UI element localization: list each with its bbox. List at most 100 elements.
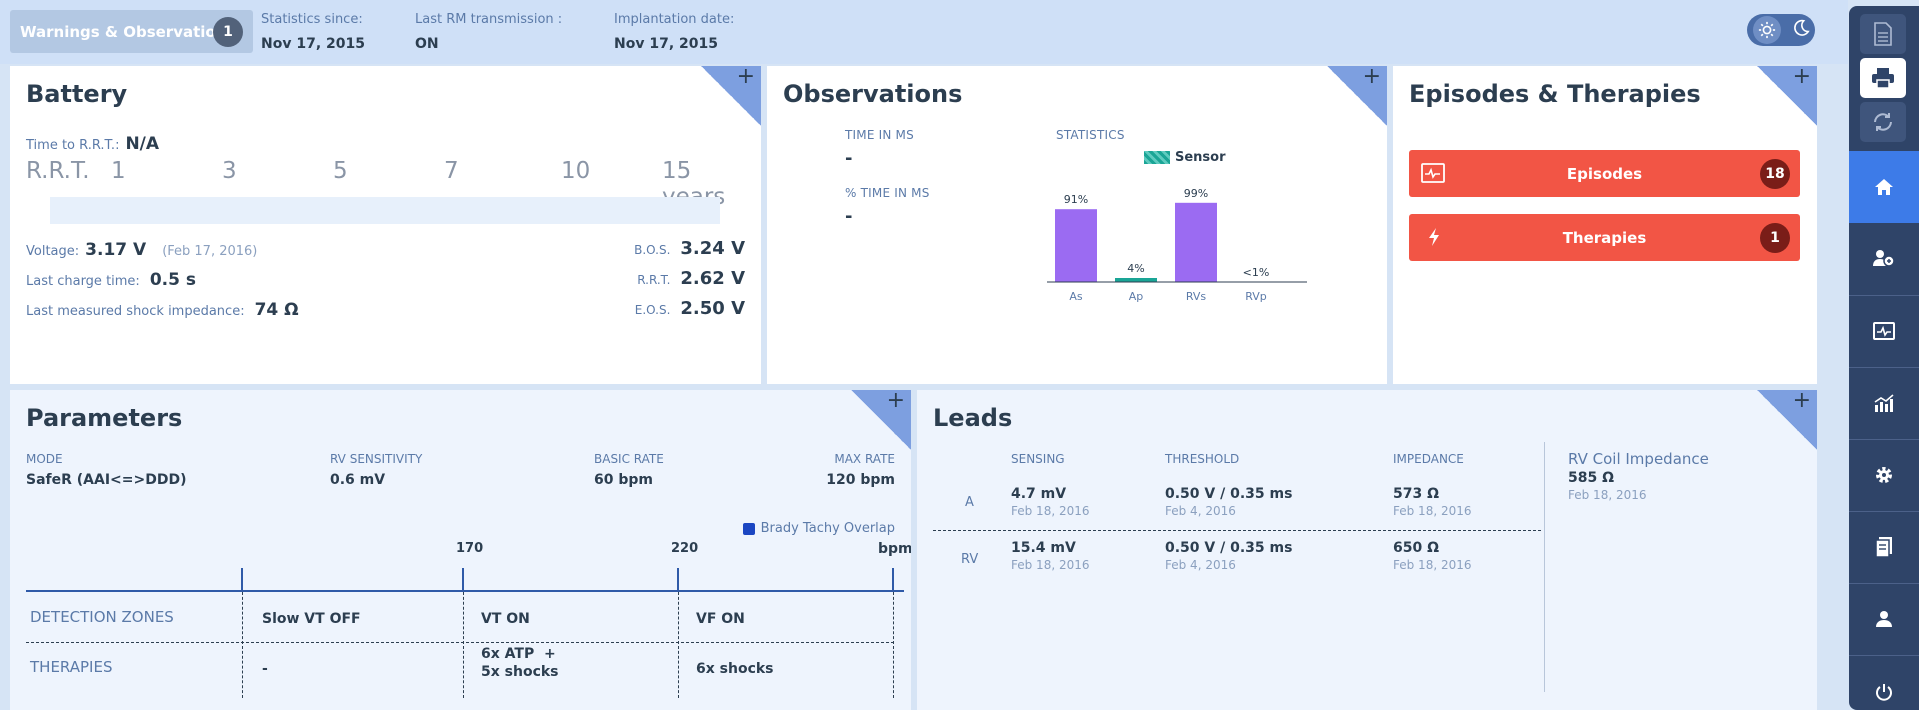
- stats-since-value: Nov 17, 2015: [261, 36, 365, 52]
- therapy-value: 6x ATP +: [481, 646, 556, 662]
- implant-date-info: Implantation date: Nov 17, 2015: [614, 12, 734, 52]
- zone-value: Slow VT OFF: [262, 611, 361, 627]
- sensing-cell: 4.7 mV Feb 18, 2016: [1011, 486, 1090, 518]
- scale-label: R.R.T.: [26, 158, 90, 184]
- coil-value: 585 Ω: [1568, 470, 1614, 486]
- scale-tick: 5: [333, 158, 348, 184]
- leads-panel: Leads + SENSING THRESHOLD IMPEDANCE A 4.…: [917, 390, 1817, 710]
- expand-leads-button[interactable]: +: [1757, 390, 1817, 450]
- col-sep: [463, 592, 464, 698]
- threshold-date: Feb 4, 2016: [1165, 504, 1236, 518]
- plus-icon: +: [1792, 66, 1811, 89]
- bos-label: B.O.S.: [634, 243, 671, 257]
- detection-zones-label: DETECTION ZONES: [30, 608, 174, 626]
- battery-title: Battery: [26, 80, 128, 108]
- monitor-icon[interactable]: [1849, 295, 1919, 367]
- sync-icon[interactable]: [1860, 102, 1906, 142]
- therapy-value: 5x shocks: [481, 664, 559, 680]
- episodes-button[interactable]: Episodes 18: [1409, 150, 1800, 197]
- analytics-icon[interactable]: [1849, 367, 1919, 439]
- power-icon[interactable]: [1849, 672, 1919, 710]
- episodes-count-badge: 18: [1760, 159, 1790, 189]
- warnings-observations-button[interactable]: Warnings & Observations 1: [10, 10, 253, 53]
- threshold-cell: 0.50 V / 0.35 ms Feb 4, 2016: [1165, 486, 1292, 518]
- document-icon[interactable]: [1860, 14, 1906, 54]
- lead-label: A: [965, 495, 974, 510]
- rrt-value: 2.62 V: [680, 268, 745, 289]
- zone-tick: [462, 568, 464, 590]
- statistics-label: STATISTICS: [1056, 128, 1125, 142]
- therapies-count-badge: 1: [1760, 223, 1790, 253]
- impedance-value: 650 Ω: [1393, 540, 1439, 556]
- patients-icon[interactable]: [1849, 223, 1919, 295]
- threshold-value: 0.50 V / 0.35 ms: [1165, 486, 1293, 502]
- rv-sensitivity-cell: RV SENSITIVITY 0.6 mV: [330, 452, 422, 488]
- battery-thresholds: B.O.S. 3.24 V R.R.T. 2.62 V E.O.S. 2.50 V: [605, 238, 745, 328]
- shock-impedance-value: 74 Ω: [254, 300, 299, 320]
- stats-since-info: Statistics since: Nov 17, 2015: [261, 12, 365, 52]
- battery-panel: Battery + Time to R.R.T.: N/A R.R.T. 1 3…: [10, 66, 761, 384]
- category-label: As: [1069, 290, 1083, 303]
- plus-icon: +: [736, 66, 755, 89]
- implant-date-label: Implantation date:: [614, 12, 735, 27]
- max-rate-label: MAX RATE: [834, 452, 895, 466]
- therapies-button[interactable]: Therapies 1: [1409, 214, 1800, 261]
- lightning-icon: [1427, 227, 1441, 251]
- pct-time-ms-value: -: [845, 206, 853, 227]
- mode-label: MODE: [26, 452, 63, 466]
- stats-since-label: Statistics since:: [261, 12, 363, 27]
- home-icon[interactable]: [1849, 151, 1919, 223]
- battery-scale-ticks: R.R.T. 1 3 5 7 10 15 years: [26, 158, 756, 210]
- expand-parameters-button[interactable]: +: [851, 390, 911, 450]
- sun-icon[interactable]: [1752, 16, 1781, 44]
- row-sep: [933, 530, 1541, 531]
- impedance-header: IMPEDANCE: [1393, 452, 1464, 466]
- expand-battery-button[interactable]: +: [701, 66, 761, 126]
- observations-panel: Observations + TIME IN MS - % TIME IN MS…: [767, 66, 1387, 384]
- expand-observations-button[interactable]: +: [1327, 66, 1387, 126]
- observations-title: Observations: [783, 80, 963, 108]
- coil-date: Feb 18, 2016: [1568, 488, 1647, 502]
- plus-icon: +: [1362, 66, 1381, 89]
- implant-date-value: Nov 17, 2015: [614, 36, 718, 52]
- clipboard-icon[interactable]: [1849, 511, 1919, 583]
- bar-data-label: 99%: [1184, 187, 1208, 200]
- gear-icon[interactable]: [1849, 439, 1919, 511]
- bar-ap: [1115, 278, 1157, 282]
- voltage-value: 3.17 V: [85, 240, 147, 260]
- episodes-panel: Episodes & Therapies + Episodes 18 Thera…: [1393, 66, 1817, 384]
- zone-cell: VF ON: [696, 608, 745, 627]
- mode-value: SafeR (AAI<=>DDD): [26, 472, 187, 488]
- zone-value: VF ON: [696, 611, 745, 627]
- legend-swatch: [1144, 151, 1170, 164]
- printer-icon[interactable]: [1860, 58, 1906, 98]
- user-icon[interactable]: [1849, 583, 1919, 655]
- max-rate-cell: MAX RATE 120 bpm: [826, 452, 895, 488]
- zone-cell: Slow VT OFF: [262, 608, 361, 627]
- basic-rate-cell: BASIC RATE 60 bpm: [594, 452, 664, 488]
- zone-value: VT ON: [481, 611, 530, 627]
- therapies-row-label: THERAPIES: [30, 658, 113, 676]
- battery-longevity-bar: [50, 197, 720, 224]
- bar-rvs: [1175, 202, 1217, 282]
- rm-transmission-value: ON: [415, 36, 439, 52]
- threshold-header: THRESHOLD: [1165, 452, 1240, 466]
- threshold-value: 0.50 V / 0.35 ms: [1165, 540, 1293, 556]
- header-bar: Warnings & Observations 1 Statistics sin…: [0, 0, 1848, 64]
- expand-episodes-button[interactable]: +: [1757, 66, 1817, 126]
- sensing-date: Feb 18, 2016: [1011, 504, 1090, 518]
- therapy-cell: -: [262, 658, 268, 677]
- theme-toggle[interactable]: [1747, 14, 1815, 46]
- zone-axis: [26, 590, 904, 592]
- impedance-cell: 650 Ω Feb 18, 2016: [1393, 540, 1472, 572]
- impedance-date: Feb 18, 2016: [1393, 504, 1472, 518]
- zone-tick: [892, 568, 894, 590]
- moon-icon[interactable]: [1792, 19, 1810, 42]
- sensing-value: 4.7 mV: [1011, 486, 1067, 502]
- time-ms-value: -: [845, 148, 853, 169]
- rm-transmission-info: Last RM transmission : ON: [415, 12, 562, 52]
- monitor-icon: [1421, 163, 1445, 187]
- sensing-value: 15.4 mV: [1011, 540, 1076, 556]
- coil-label: RV Coil Impedance: [1568, 450, 1709, 468]
- warnings-count-badge: 1: [213, 17, 243, 47]
